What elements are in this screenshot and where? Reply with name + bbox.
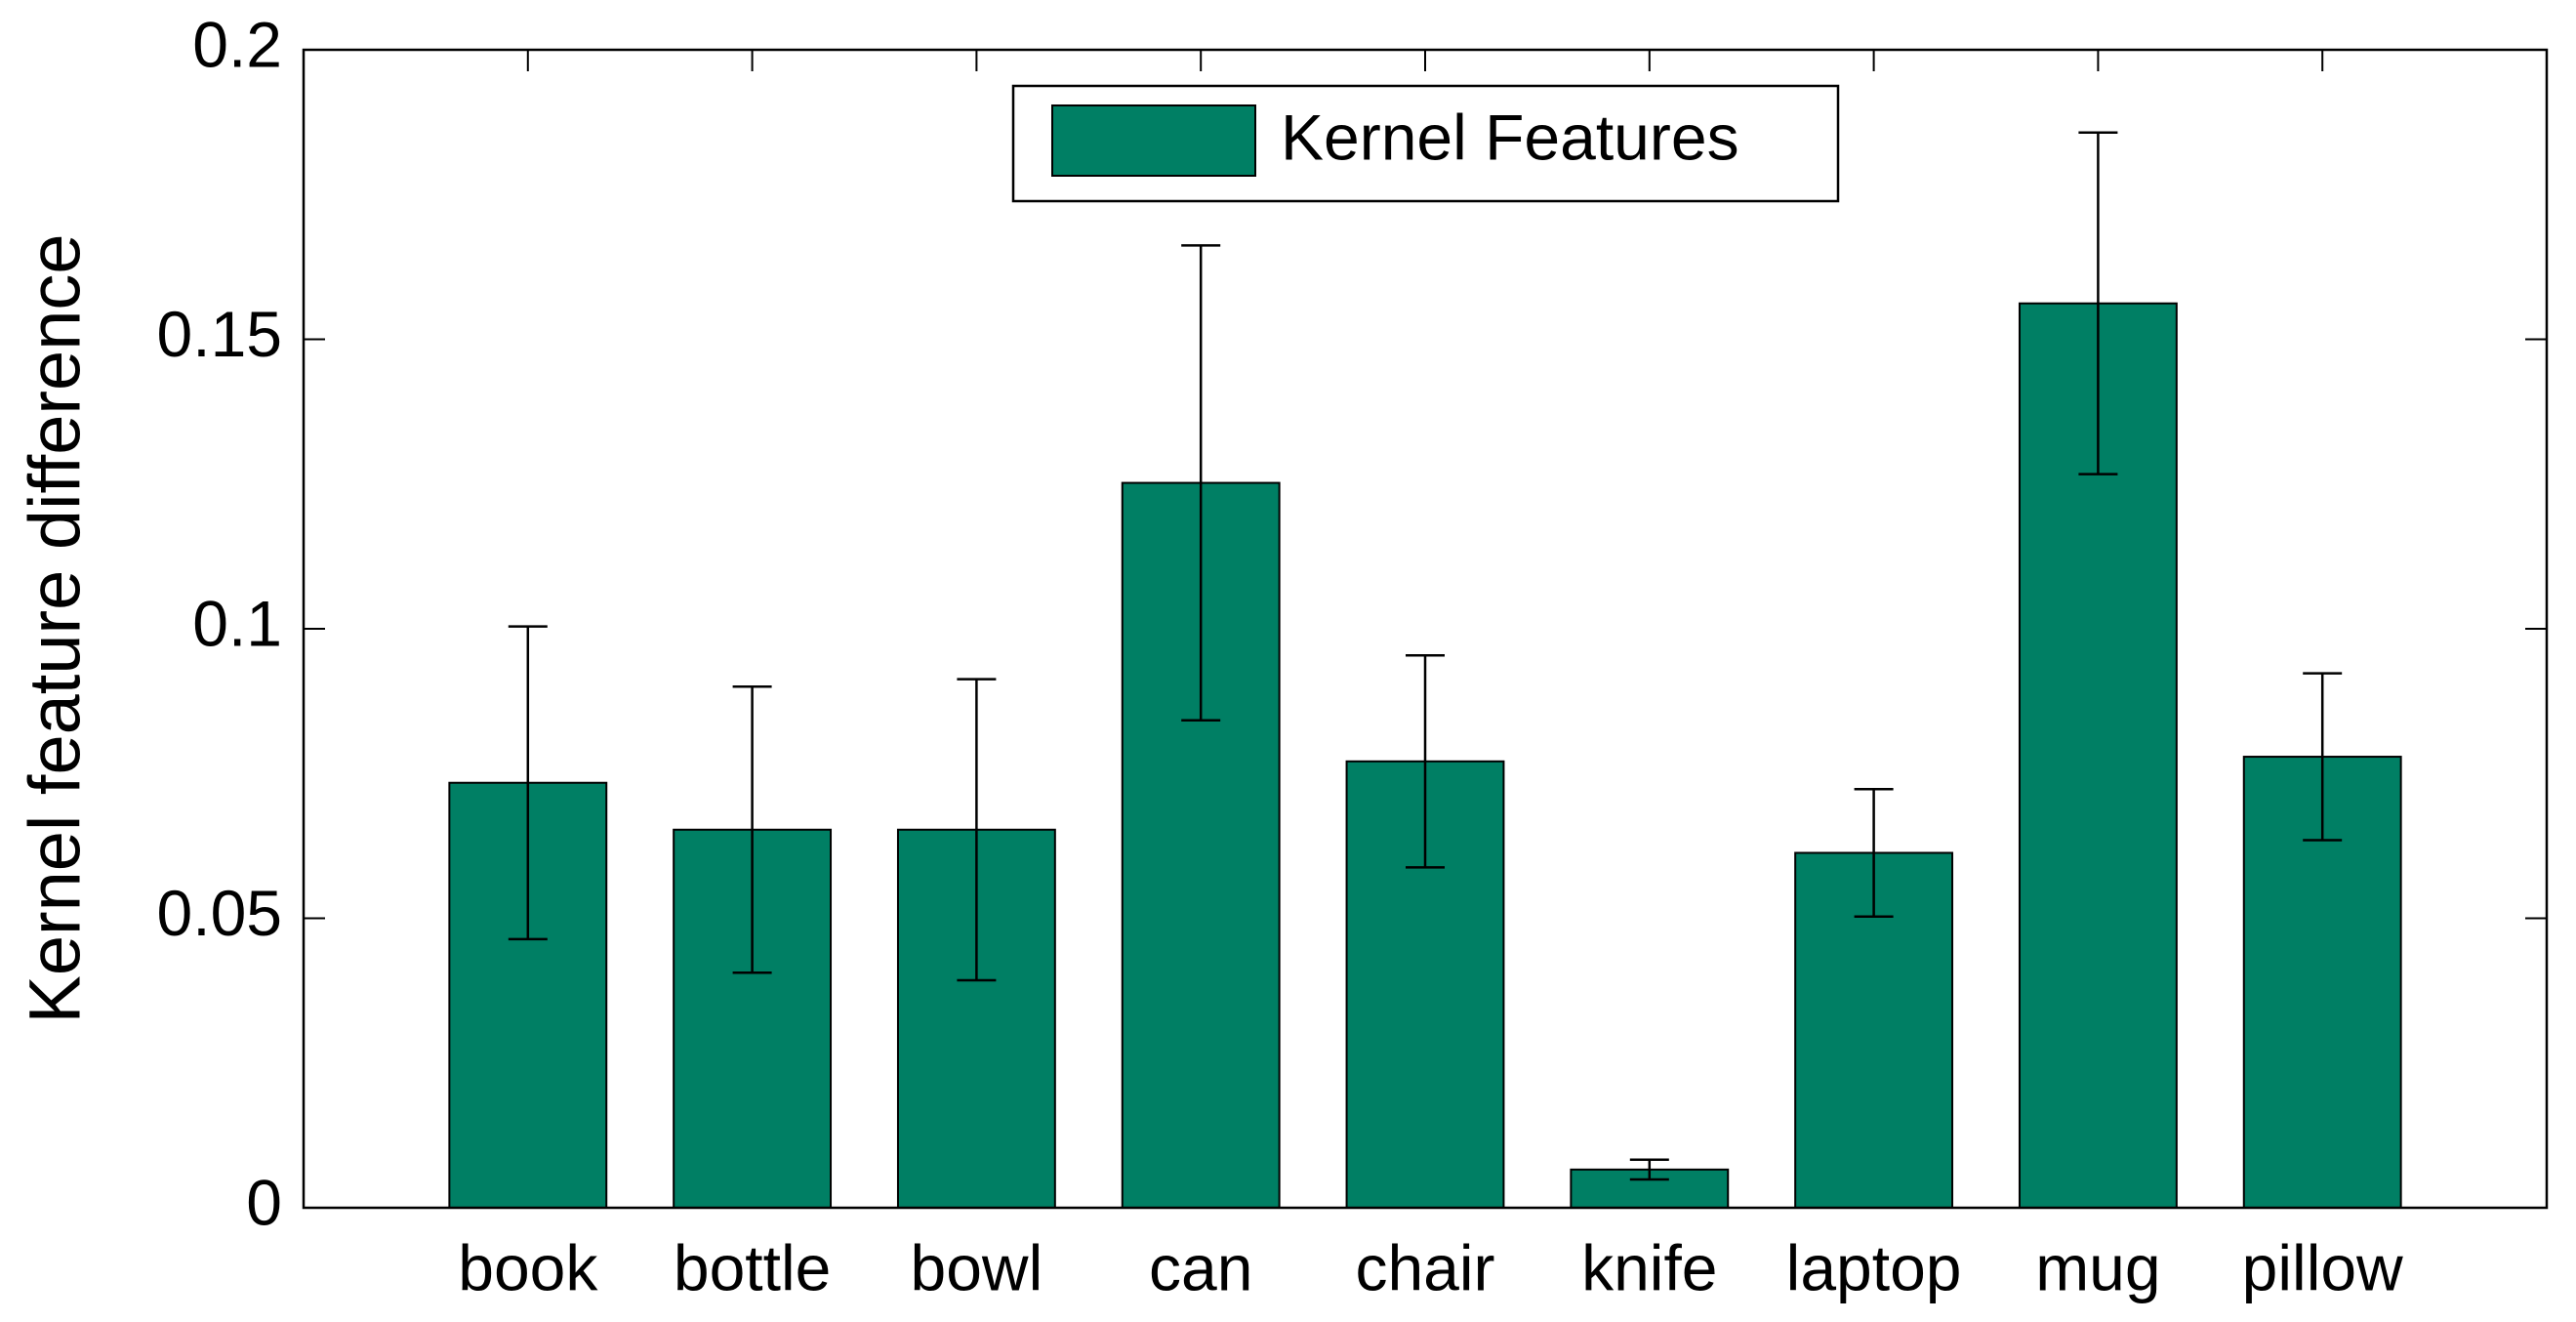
error-bar	[1181, 244, 1221, 722]
plot-frame	[302, 48, 2549, 1210]
x-tick-label: book	[458, 1231, 598, 1303]
x-tick-label: laptop	[1786, 1231, 1962, 1303]
x-tick-label: can	[1149, 1231, 1252, 1303]
x-tick-label: mug	[2035, 1231, 2160, 1303]
y-tick-label: 0.1	[192, 587, 282, 659]
x-tick-label: bottle	[674, 1231, 831, 1303]
x-tick-label: knife	[1581, 1231, 1717, 1303]
error-bar	[508, 625, 548, 941]
error-bar	[1854, 788, 1894, 918]
error-bar	[1629, 1158, 1669, 1181]
error-bar	[1406, 654, 1445, 869]
x-tick-label: pillow	[2242, 1231, 2403, 1303]
y-tick-label: 0	[246, 1166, 282, 1238]
y-tick-label: 0.15	[157, 298, 282, 370]
y-tick-label: 0.2	[192, 8, 282, 80]
x-tick-label: chair	[1355, 1231, 1494, 1303]
legend-label: Kernel Features	[1281, 101, 1739, 173]
error-bar	[2303, 672, 2343, 842]
error-bar	[2078, 131, 2118, 475]
y-axis-label: Kernel feature difference	[15, 233, 96, 1023]
error-bar	[732, 685, 772, 974]
y-tick-label: 0.05	[157, 877, 282, 949]
error-bar	[957, 678, 997, 982]
x-tick-label: bowl	[911, 1231, 1043, 1303]
legend-swatch	[1051, 104, 1256, 177]
